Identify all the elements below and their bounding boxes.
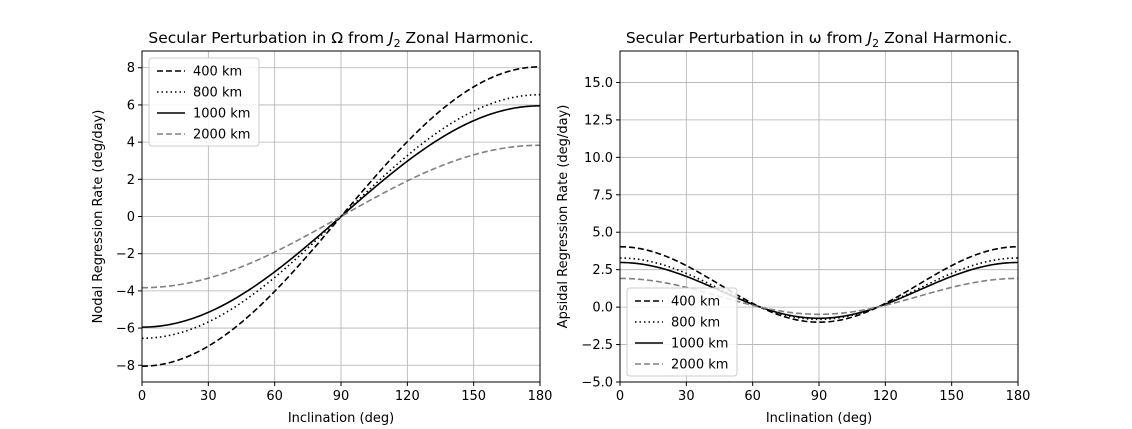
y-tick-label: 7.5	[592, 188, 613, 203]
legend-label: 800 km	[193, 86, 242, 101]
y-tick-label: 12.5	[584, 113, 613, 128]
title-j: J	[386, 29, 394, 47]
title-prefix: Secular Perturbation in ω from	[626, 29, 868, 47]
y-tick-label: 6	[127, 98, 135, 113]
x-tick-label: 0	[616, 389, 624, 404]
chart-title: Secular Perturbation in ω from J2 Zonal …	[626, 29, 1012, 50]
legend-label: 1000 km	[671, 337, 728, 352]
series-line-2000-km	[141, 144, 541, 289]
series-line-400-km	[619, 245, 1019, 324]
title-prefix: Secular Perturbation in Ω from	[148, 29, 389, 47]
series-line-2000-km	[619, 277, 1019, 316]
legend-label: 2000 km	[193, 128, 250, 143]
series-line-1000-km	[141, 105, 541, 328]
legend-label: 400 km	[193, 65, 242, 80]
title-suffix: Zonal Harmonic.	[879, 29, 1012, 47]
y-tick-label: 10.0	[584, 151, 613, 166]
y-tick-label: −4	[116, 284, 135, 299]
series-lines	[141, 66, 541, 367]
chart-title: Secular Perturbation in Ω from J2 Zonal …	[148, 29, 533, 50]
y-tick-label: 2.5	[592, 263, 613, 278]
series-line-800-km	[619, 257, 1019, 321]
x-tick-label: 90	[333, 389, 350, 404]
title-subscript: 2	[872, 37, 879, 50]
y-tick-label: −6	[116, 322, 135, 337]
chart-2: 0 30 60 90 120 150 180 −5.0 −2.5 0.0 2.5 5.0 7.5 10.0…	[556, 29, 1030, 426]
y-tick-label: −2	[116, 247, 135, 262]
x-tick-label: 30	[678, 389, 695, 404]
legend-label: 800 km	[671, 316, 720, 331]
series-lines	[619, 245, 1019, 324]
series-line-1000-km	[619, 261, 1019, 320]
x-tick-label: 0	[138, 389, 146, 404]
y-tick-label: −8	[116, 359, 135, 374]
x-tick-label: 60	[266, 389, 283, 404]
y-tick-label: 5.0	[592, 226, 613, 241]
y-tick-label: −5.0	[581, 376, 613, 391]
x-tick-label: 180	[1006, 389, 1031, 404]
title-j: J	[865, 29, 873, 47]
y-tick-label: 15.0	[584, 76, 613, 91]
y-tick-label: 0	[127, 210, 135, 225]
x-axis-label: Inclination (deg)	[766, 411, 872, 426]
legend-box	[148, 57, 260, 147]
x-tick-label: 60	[744, 389, 761, 404]
x-tick-label: 150	[939, 389, 964, 404]
title-suffix: Zonal Harmonic.	[401, 29, 534, 47]
y-tick-label: 4	[127, 136, 135, 151]
x-tick-label: 30	[200, 389, 217, 404]
y-tick-label: 0.0	[592, 301, 613, 316]
legend-label: 1000 km	[193, 107, 250, 122]
x-tick-label: 150	[461, 389, 486, 404]
legend-label: 2000 km	[671, 358, 728, 373]
x-axis-label: Inclination (deg)	[288, 411, 394, 426]
y-tick-label: 2	[127, 173, 135, 188]
y-axis-label: Apsidal Regression Rate (deg/day)	[556, 105, 571, 329]
legend-label: 400 km	[671, 295, 720, 310]
x-tick-label: 120	[395, 389, 420, 404]
grid	[141, 51, 541, 382]
x-tick-label: 180	[528, 389, 553, 404]
legend: 400 km 800 km 1000 km 2000 km	[626, 287, 738, 377]
title-subscript: 2	[394, 37, 401, 50]
x-tick-label: 90	[811, 389, 828, 404]
chart-1: 0 30 60 90 120 150 180 −8 −6 −4 −2 0 2 4 6 8 Inclination…	[91, 29, 552, 426]
y-axis-label: Nodal Regression Rate (deg/day)	[91, 110, 106, 324]
legend: 400 km 800 km 1000 km 2000 km	[148, 57, 260, 147]
x-tick-label: 120	[873, 389, 898, 404]
y-tick-label: −2.5	[581, 338, 613, 353]
legend-box	[626, 287, 738, 377]
y-tick-label: 8	[127, 61, 135, 76]
